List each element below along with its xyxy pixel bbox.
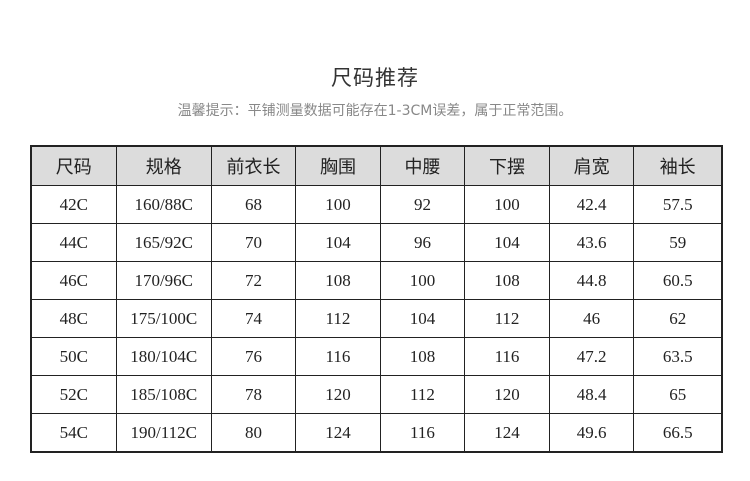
column-header: 前衣长: [210, 145, 297, 186]
column-header: 胸围: [295, 145, 381, 186]
table-cell: 96: [379, 223, 466, 262]
table-cell: 68: [210, 185, 297, 224]
column-header: 中腰: [379, 145, 466, 186]
table-cell: 46C: [30, 261, 117, 300]
table-cell: 190/112C: [115, 413, 212, 453]
table-row: 44C 165/92C 70 104 96 104 43.6 59: [30, 223, 723, 262]
page-title: 尺码推荐: [331, 66, 419, 90]
table-cell: 70: [210, 223, 297, 262]
column-header: 下摆: [464, 145, 550, 186]
table-cell: 49.6: [548, 413, 635, 453]
table-cell: 100: [379, 261, 466, 300]
table-cell: 62: [633, 299, 723, 338]
table-cell: 44C: [30, 223, 117, 262]
table-cell: 50C: [30, 337, 117, 376]
column-header: 尺码: [30, 145, 117, 186]
column-header: 规格: [115, 145, 212, 186]
table-cell: 160/88C: [115, 185, 212, 224]
table-cell: 112: [295, 299, 381, 338]
table-row: 42C 160/88C 68 100 92 100 42.4 57.5: [30, 185, 723, 224]
table-cell: 116: [464, 337, 550, 376]
table-cell: 65: [633, 375, 723, 414]
table-cell: 42C: [30, 185, 117, 224]
table-cell: 112: [464, 299, 550, 338]
table-cell: 120: [295, 375, 381, 414]
table-row: 52C 185/108C 78 120 112 120 48.4 65: [30, 375, 723, 414]
table-cell: 78: [210, 375, 297, 414]
table-row: 46C 170/96C 72 108 100 108 44.8 60.5: [30, 261, 723, 300]
table-cell: 124: [295, 413, 381, 453]
header-row: 尺码 规格 前衣长 胸围 中腰 下摆 肩宽 袖长: [30, 145, 723, 186]
table-cell: 72: [210, 261, 297, 300]
table-cell: 80: [210, 413, 297, 453]
table-cell: 104: [464, 223, 550, 262]
table-cell: 66.5: [633, 413, 723, 453]
table-cell: 185/108C: [115, 375, 212, 414]
measurement-tip: 温馨提示：平铺测量数据可能存在1-3CM误差，属于正常范围。: [177, 103, 573, 119]
table-cell: 59: [633, 223, 723, 262]
table-cell: 48.4: [548, 375, 635, 414]
table-cell: 52C: [30, 375, 117, 414]
table-row: 54C 190/112C 80 124 116 124 49.6 66.5: [30, 413, 723, 453]
table-cell: 175/100C: [115, 299, 212, 338]
table-cell: 108: [379, 337, 466, 376]
table-cell: 116: [379, 413, 466, 453]
table-cell: 165/92C: [115, 223, 212, 262]
table-cell: 57.5: [633, 185, 723, 224]
table-cell: 180/104C: [115, 337, 212, 376]
table-cell: 74: [210, 299, 297, 338]
table-cell: 100: [295, 185, 381, 224]
table-cell: 104: [295, 223, 381, 262]
table-cell: 100: [464, 185, 550, 224]
table-cell: 92: [379, 185, 466, 224]
table-cell: 120: [464, 375, 550, 414]
table-cell: 43.6: [548, 223, 635, 262]
table-cell: 44.8: [548, 261, 635, 300]
table-cell: 116: [295, 337, 381, 376]
table-cell: 46: [548, 299, 635, 338]
table-cell: 42.4: [548, 185, 635, 224]
table-cell: 76: [210, 337, 297, 376]
table-cell: 108: [295, 261, 381, 300]
table-row: 48C 175/100C 74 112 104 112 46 62: [30, 299, 723, 338]
table-cell: 60.5: [633, 261, 723, 300]
table-cell: 112: [379, 375, 466, 414]
table-cell: 108: [464, 261, 550, 300]
table-cell: 47.2: [548, 337, 635, 376]
column-header: 肩宽: [548, 145, 635, 186]
column-header: 袖长: [633, 145, 723, 186]
table-cell: 170/96C: [115, 261, 212, 300]
table-cell: 124: [464, 413, 550, 453]
size-table: 尺码 规格 前衣长 胸围 中腰 下摆 肩宽 袖长 42C 160/88C 68 100 92 100 42…: [30, 145, 723, 453]
table-cell: 48C: [30, 299, 117, 338]
table-cell: 54C: [30, 413, 117, 453]
table-cell: 104: [379, 299, 466, 338]
table-row: 50C 180/104C 76 116 108 116 47.2 63.5: [30, 337, 723, 376]
table-cell: 63.5: [633, 337, 723, 376]
